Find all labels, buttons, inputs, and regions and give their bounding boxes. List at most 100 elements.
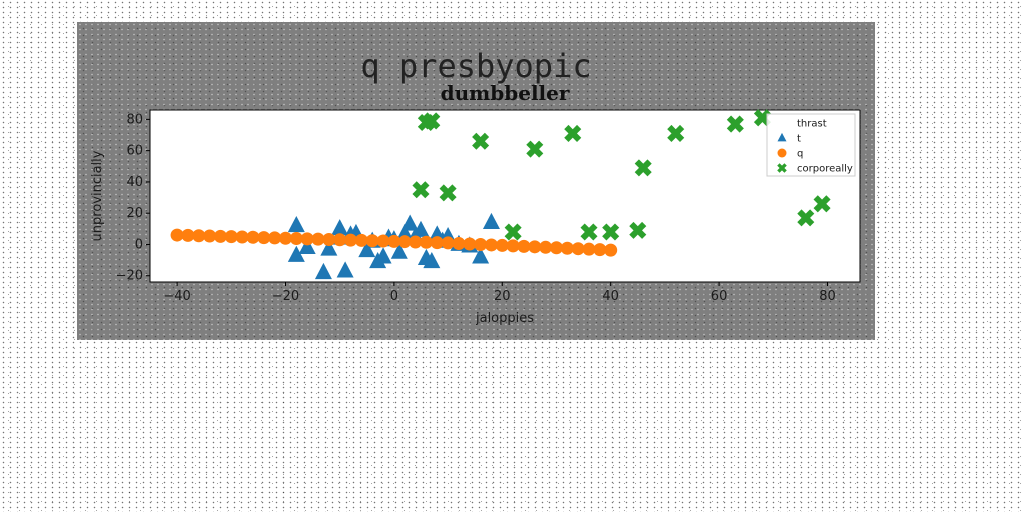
data-point-q	[495, 238, 509, 252]
data-point-q	[430, 236, 444, 250]
data-point-t	[423, 251, 441, 269]
data-point-q	[517, 239, 531, 253]
data-point-corporeally	[564, 124, 582, 142]
data-point-corporeally	[813, 195, 831, 213]
data-point-q	[528, 240, 542, 254]
data-point-corporeally	[423, 112, 441, 130]
data-point-t	[320, 239, 338, 256]
data-point-q	[419, 235, 433, 249]
data-point-q	[409, 235, 423, 249]
x-tick-label: 60	[711, 289, 728, 304]
data-point-q	[170, 228, 184, 242]
data-point-corporeally	[580, 223, 598, 241]
series-layer	[170, 109, 831, 280]
x-axis-label: jaloppies	[475, 311, 534, 326]
legend-marker-corporeally	[777, 163, 787, 173]
series-q	[170, 228, 618, 257]
data-point-t	[298, 237, 316, 255]
data-point-t	[374, 247, 392, 264]
x-tick-label: 80	[819, 289, 836, 304]
data-point-t	[358, 241, 376, 258]
data-point-t	[412, 220, 430, 237]
data-point-corporeally	[439, 184, 457, 202]
data-point-corporeally	[412, 181, 430, 199]
data-point-q	[224, 230, 238, 244]
data-point-q	[484, 238, 498, 252]
data-point-q	[560, 241, 574, 255]
data-point-q	[474, 237, 488, 251]
data-point-t	[401, 214, 419, 231]
data-point-t	[287, 245, 305, 262]
data-point-corporeally	[634, 159, 652, 177]
data-point-q	[463, 237, 477, 251]
data-point-q	[452, 237, 466, 251]
data-point-corporeally	[526, 140, 544, 158]
x-tick-label: 0	[390, 289, 398, 304]
legend-marker-q	[777, 148, 787, 158]
y-tick-label: 80	[126, 112, 143, 127]
data-point-q	[387, 234, 401, 248]
plot-area	[149, 109, 861, 283]
x-tick-label: 20	[494, 289, 511, 304]
data-point-q	[549, 241, 563, 255]
data-point-q	[604, 243, 618, 257]
y-tick-label: −20	[116, 269, 143, 284]
x-tick-label: 40	[602, 289, 619, 304]
y-tick-label: 40	[126, 175, 143, 190]
y-tick-label: 60	[126, 144, 143, 159]
legend-label-thrast: thrast	[797, 119, 827, 130]
data-point-corporeally	[602, 223, 620, 241]
data-point-corporeally	[726, 115, 744, 133]
data-point-q	[322, 232, 336, 246]
data-point-q	[571, 242, 585, 256]
data-point-t	[472, 247, 490, 264]
data-point-q	[354, 233, 368, 247]
legend-label-corporeally: corporeally	[797, 164, 853, 175]
data-point-q	[344, 233, 358, 247]
x-tick-label: −40	[163, 289, 190, 304]
data-point-t	[396, 223, 414, 240]
data-point-t	[331, 219, 349, 236]
data-point-t	[287, 216, 305, 233]
data-point-corporeally	[504, 223, 522, 241]
data-point-q	[333, 233, 347, 247]
data-point-q	[289, 232, 303, 246]
data-point-q	[203, 229, 217, 243]
data-point-corporeally	[472, 132, 490, 150]
data-point-t	[482, 212, 500, 230]
chart-canvas: dumbbeller −40 −20 0 20 40 60 80 −20020406080 …	[90, 81, 861, 326]
data-point-q	[506, 239, 520, 253]
y-tick-label: 0	[135, 237, 143, 252]
data-point-q	[278, 231, 292, 245]
data-point-t	[390, 242, 408, 259]
y-axis-label: unprovincially	[90, 150, 105, 241]
y-tick-label: 20	[126, 206, 143, 221]
data-point-q	[398, 235, 412, 249]
data-point-t	[336, 261, 354, 278]
x-axis: −40 −20 0 20 40 60 80	[163, 282, 836, 304]
data-point-q	[213, 229, 227, 243]
y-axis: −20 0 20 40 60 80	[116, 112, 150, 284]
figure-suptitle: q presbyopic	[360, 47, 592, 85]
data-point-q	[539, 240, 553, 254]
data-point-q	[365, 234, 379, 248]
data-point-q	[311, 232, 325, 246]
data-point-q	[582, 242, 596, 256]
data-point-t	[314, 262, 332, 280]
legend-label-q: q	[797, 149, 803, 160]
data-point-q	[268, 231, 282, 245]
data-point-corporeally	[797, 209, 815, 227]
data-point-q	[235, 230, 249, 244]
data-point-corporeally	[667, 124, 685, 142]
legend: thrast tq corporeally	[766, 113, 856, 177]
legend-label-t: t	[797, 134, 801, 145]
series-corporeally	[412, 109, 831, 241]
data-point-q	[441, 236, 455, 250]
data-point-q	[257, 231, 271, 245]
data-point-q	[246, 230, 260, 244]
data-point-corporeally	[629, 221, 647, 239]
data-point-q	[593, 243, 607, 257]
chart-title: dumbbeller	[441, 81, 570, 105]
data-point-q	[192, 229, 206, 243]
